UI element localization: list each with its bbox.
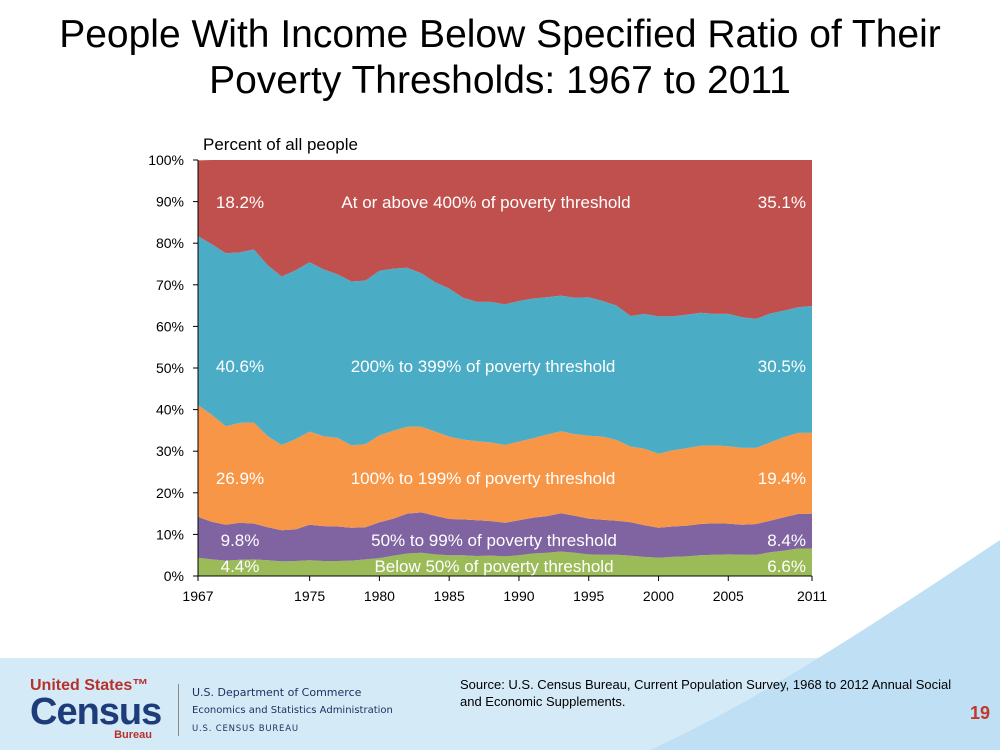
census-logo: United States™ Census Bureau [30, 677, 170, 741]
band-below-50-name-label: Below 50% of poverty threshold [374, 557, 613, 576]
band-200-to-399-end-label: 30.5% [758, 357, 806, 376]
y-tick-label: 0% [164, 568, 184, 584]
band-400-plus-end-label: 35.1% [758, 193, 806, 212]
band-below-50-area [198, 548, 812, 576]
band-50-to-99-name-label: 50% to 99% of poverty threshold [371, 531, 617, 550]
y-tick-label: 80% [156, 235, 184, 251]
chart-title: People With Income Below Specified Ratio… [59, 13, 941, 102]
y-tick-label: 70% [156, 277, 184, 293]
band-below-50-start-label: 4.4% [221, 557, 260, 576]
logo-line-2: Census [30, 691, 162, 733]
logo-line-3: Bureau [114, 729, 152, 741]
band-50-to-99-start-label: 9.8% [221, 531, 260, 550]
band-200-to-399-area [198, 236, 812, 454]
axes: 0% 10% 20% 30% 40% 50% 60% 70% 80% 90% 100% 1967 197… [148, 152, 827, 604]
x-tick-label: 2005 [713, 588, 744, 604]
footer-swoosh [650, 540, 1000, 750]
band-below-50-end-label: 6.6% [767, 557, 806, 576]
band-400-plus-start-label: 18.2% [216, 193, 264, 212]
logo-divider [178, 684, 179, 736]
x-tick-label: 1967 [182, 588, 213, 604]
band-100-to-199-start-label: 26.9% [216, 469, 264, 488]
x-tick-label: 1995 [573, 588, 604, 604]
agency-line-1: U.S. Department of Commerce [192, 686, 362, 699]
band-labels: 4.4% Below 50% of poverty threshold 6.6% 9.… [216, 193, 806, 576]
y-tick-label: 10% [156, 526, 184, 542]
x-tick-label: 1985 [434, 588, 465, 604]
source-note: Source: U.S. Census Bureau, Current Popu… [460, 677, 952, 709]
x-tick-label: 1980 [364, 588, 395, 604]
agency-line-3: U.S. CENSUS BUREAU [192, 724, 299, 734]
x-tick-label: 2000 [643, 588, 674, 604]
x-tick-label: 1975 [294, 588, 325, 604]
plot-area [198, 160, 812, 576]
band-200-to-399-name-label: 200% to 399% of poverty threshold [351, 357, 616, 376]
band-400-plus-area [198, 160, 812, 319]
y-tick-label: 100% [148, 152, 184, 168]
x-tick-label: 2011 [797, 588, 827, 604]
band-100-to-199-name-label: 100% to 199% of poverty threshold [351, 469, 616, 488]
y-tick-label: 90% [156, 194, 184, 210]
band-50-to-99-area [198, 512, 812, 562]
band-200-to-399-start-label: 40.6% [216, 357, 264, 376]
y-tick-label: 50% [156, 360, 184, 376]
y-tick-label: 20% [156, 485, 184, 501]
agency-block: U.S. Department of Commerce Economics an… [192, 684, 393, 738]
band-400-plus-name-label: At or above 400% of poverty threshold [341, 193, 630, 212]
page-number: 19 [969, 703, 990, 723]
x-tick-label: 1990 [503, 588, 534, 604]
logo-line-1: United States™ [30, 677, 149, 694]
y-axis-label: Percent of all people [203, 135, 358, 154]
band-50-to-99-end-label: 8.4% [767, 531, 806, 550]
y-tick-label: 60% [156, 318, 184, 334]
y-tick-label: 30% [156, 443, 184, 459]
band-100-to-199-end-label: 19.4% [758, 469, 806, 488]
agency-line-2: Economics and Statistics Administration [192, 705, 393, 716]
y-tick-label: 40% [156, 402, 184, 418]
band-100-to-199-area [198, 405, 812, 531]
